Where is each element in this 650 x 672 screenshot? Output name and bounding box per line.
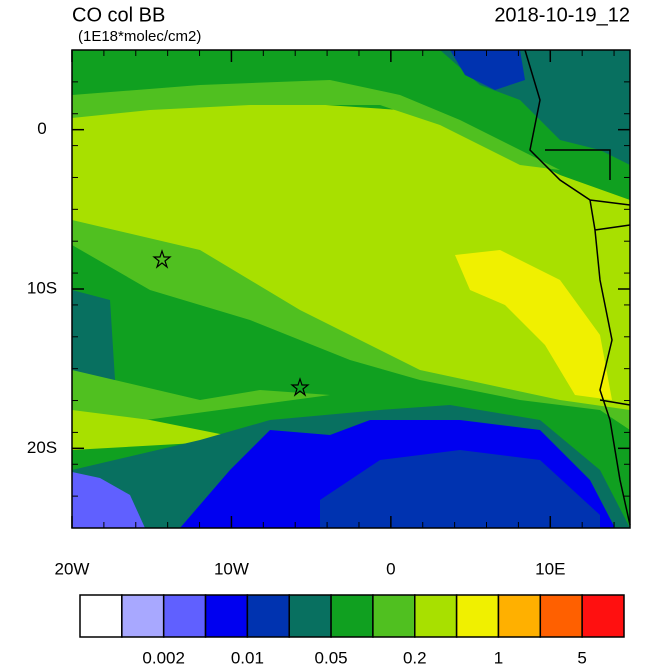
colorbar-label: 0.05 bbox=[315, 648, 348, 667]
color-box bbox=[79, 594, 123, 638]
y-tick-label: 20S bbox=[27, 438, 57, 457]
color-box bbox=[162, 594, 207, 638]
x-tick-label: 0 bbox=[386, 559, 395, 578]
site-markers bbox=[152, 249, 310, 397]
color-box bbox=[581, 594, 625, 638]
color-box bbox=[246, 594, 290, 638]
color-box bbox=[414, 594, 458, 638]
colorbar-label: 0.2 bbox=[403, 648, 427, 667]
y-tick-label: 0 bbox=[37, 119, 46, 138]
color-box bbox=[121, 594, 165, 638]
x-tick-label: 10W bbox=[214, 559, 249, 578]
color-box bbox=[455, 594, 500, 638]
units: (1E18*molec/cm2) bbox=[78, 28, 201, 45]
color-box bbox=[330, 594, 374, 638]
colorbar-label: 1 bbox=[494, 648, 503, 667]
date: 2018-10-19_12 bbox=[494, 4, 630, 26]
title: CO col BB bbox=[72, 4, 165, 26]
color-box bbox=[204, 594, 249, 638]
x-tick-label: 10E bbox=[535, 559, 565, 578]
axes: 20W 10W 0 10E 0 10S 20S bbox=[27, 49, 630, 578]
color-box bbox=[288, 594, 332, 638]
color-box bbox=[539, 594, 583, 638]
colorbar: 0.002 0.01 0.05 0.2 1 5 bbox=[79, 594, 625, 667]
colorbar-label: 0.01 bbox=[231, 648, 264, 667]
y-tick-label: 10S bbox=[27, 278, 57, 297]
color-box bbox=[372, 594, 416, 638]
x-tick-label: 20W bbox=[55, 559, 90, 578]
field bbox=[72, 50, 630, 528]
colorbar-label: 0.002 bbox=[142, 648, 185, 667]
coastline bbox=[524, 49, 631, 526]
color-box bbox=[497, 594, 542, 638]
colorbar-label: 5 bbox=[577, 648, 586, 667]
